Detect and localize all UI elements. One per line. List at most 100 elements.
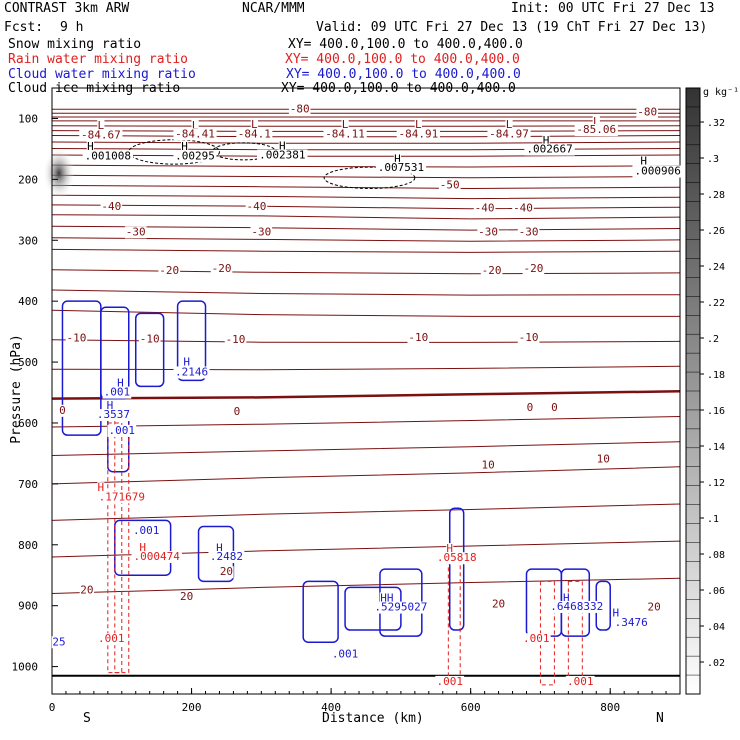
- contour-label: H: [216, 541, 223, 554]
- contour-label: H: [87, 140, 94, 153]
- label-background: [79, 129, 123, 142]
- contour-label: .001: [567, 675, 594, 688]
- contour-label: H: [543, 134, 550, 147]
- label-background: [612, 607, 620, 620]
- contour-label: .001: [109, 424, 136, 437]
- label-background: [438, 179, 461, 192]
- rain-contour: [567, 580, 583, 686]
- label-background: [480, 459, 496, 472]
- contour-label: -84.67: [81, 129, 121, 142]
- isotherm-minor-line: [51, 289, 681, 296]
- label-background: [116, 377, 124, 390]
- label-background: [191, 119, 199, 132]
- y-tick-label: 900: [18, 600, 38, 613]
- colorbar-label: .16: [707, 406, 725, 417]
- contour-label: .171679: [99, 490, 145, 503]
- label-background: [208, 551, 245, 564]
- label-background: [375, 161, 427, 174]
- contour-label: .000474: [133, 550, 180, 563]
- cloud-water-contour: [448, 507, 465, 631]
- contour-label: L: [192, 119, 199, 132]
- label-background: [131, 551, 182, 564]
- contour-label: .001: [104, 386, 131, 399]
- label-background: [372, 601, 430, 614]
- contour-label: 0: [234, 405, 241, 418]
- label-background: [330, 648, 360, 661]
- label-background: [173, 128, 217, 141]
- model-title: CONTRAST 3km ARW: [4, 1, 130, 16]
- label-background: [97, 119, 105, 132]
- field-name-rain: Rain water mixing ratio: [8, 52, 189, 67]
- contour-label: L: [415, 118, 422, 131]
- colorbar-label: .08: [707, 550, 725, 561]
- plot-frame: [51, 87, 681, 695]
- contour-label: .3476: [615, 616, 648, 629]
- colorbar-label: .2: [707, 334, 719, 345]
- colorbar-label: .06: [707, 586, 725, 597]
- y-tick-label: 300: [18, 234, 38, 247]
- label-background: [562, 592, 570, 605]
- contour-label: -30: [126, 225, 146, 238]
- contour-label: -20: [524, 262, 544, 275]
- label-background: [524, 143, 575, 156]
- label-background: [596, 453, 611, 466]
- label-background: [414, 119, 422, 132]
- label-background: [183, 356, 191, 369]
- label-background: [480, 264, 503, 277]
- contour-label: .001: [436, 675, 463, 688]
- colorbar-label: .1: [707, 514, 719, 525]
- colorbar-label: .04: [707, 622, 725, 633]
- isotherm-minor-line: [51, 441, 681, 456]
- colorbar-label: .18: [707, 370, 725, 381]
- label-background: [179, 591, 194, 604]
- label-background: [82, 150, 134, 163]
- label-background: [379, 592, 395, 605]
- contour-label: -84.1: [238, 127, 271, 140]
- contour-label: H: [394, 152, 401, 165]
- contour-label: .6468332: [550, 600, 603, 613]
- label-background: [517, 226, 540, 239]
- contour-label: 20: [648, 601, 661, 614]
- rain-contour: [114, 416, 130, 674]
- snow-contour: [323, 166, 416, 189]
- field-name-snow: Snow mixing ratio: [8, 37, 142, 52]
- label-background: [491, 598, 506, 611]
- label-background: [565, 675, 595, 688]
- label-background: [632, 165, 683, 178]
- rain-contour: [539, 580, 555, 686]
- center-title: NCAR/MMM: [242, 1, 305, 16]
- isotherm-minor-line: [51, 204, 681, 210]
- cloud-water-contour: [302, 580, 339, 643]
- colorbar-label: .14: [707, 442, 725, 453]
- contour-label: 0: [527, 401, 534, 414]
- contour-label: -85.06: [576, 123, 616, 136]
- label-background: [487, 128, 531, 141]
- label-background: [107, 424, 137, 437]
- label-background: [288, 103, 311, 116]
- label-background: [574, 124, 618, 137]
- label-background: [86, 141, 94, 154]
- label-background: [236, 128, 273, 141]
- label-background: [158, 264, 181, 277]
- x-tick-label: 400: [321, 701, 341, 714]
- x-axis-right-end: N: [656, 711, 664, 726]
- label-background: [58, 404, 67, 417]
- x-tick-label: 200: [182, 701, 202, 714]
- contour-label: HH: [380, 591, 393, 604]
- label-background: [517, 331, 540, 344]
- contour-label: 20: [220, 565, 233, 578]
- label-background: [613, 616, 650, 629]
- label-background: [477, 226, 499, 239]
- label-background: [96, 491, 147, 504]
- colorbar-label: .12: [707, 478, 725, 489]
- isotherm-minor-line: [51, 141, 681, 144]
- contour-label: -80: [637, 105, 657, 118]
- contour-label: -30: [251, 225, 271, 238]
- isotherm--20: [51, 248, 681, 253]
- field-xy-cloudwater: XY= 400.0,100.0 to 400.0,400.0: [286, 67, 521, 82]
- contour-label: H: [98, 481, 105, 494]
- isotherm-minor-line: [51, 365, 681, 371]
- contour-label: -84.41: [175, 127, 215, 140]
- contour-label: -30: [478, 225, 498, 238]
